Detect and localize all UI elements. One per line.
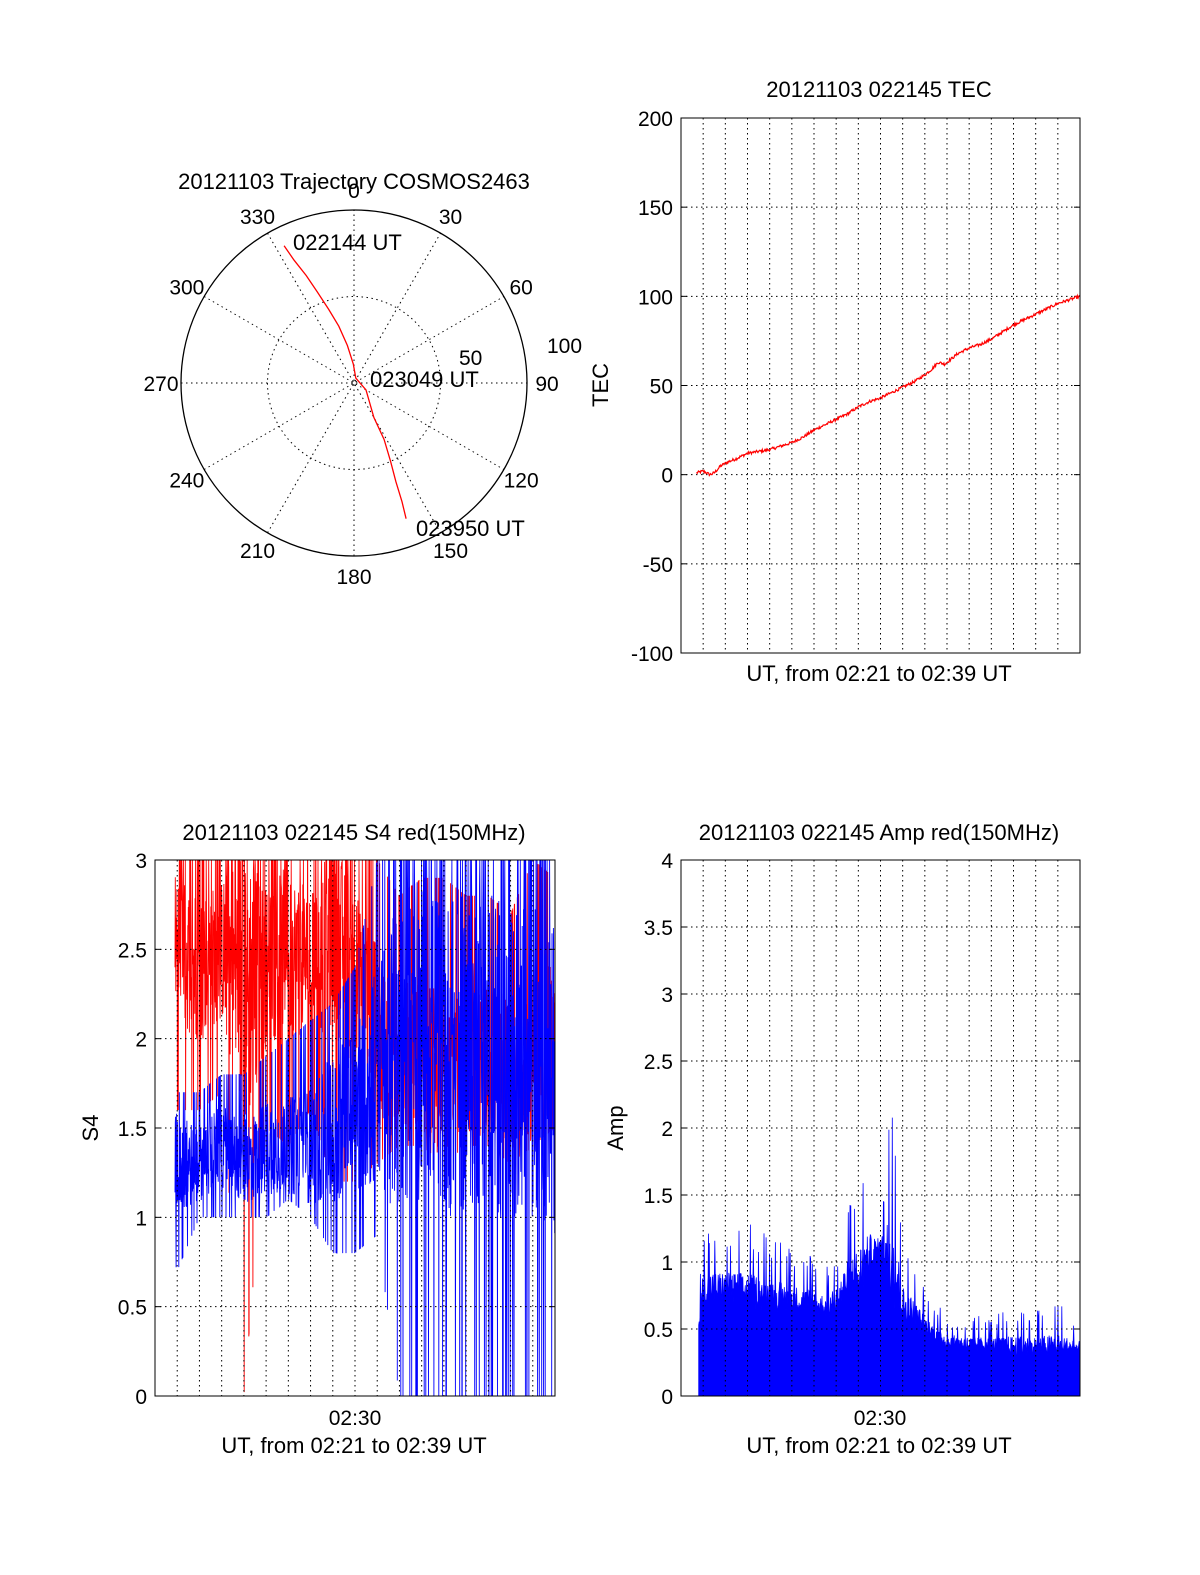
amp-y-label: Amp — [603, 1105, 628, 1150]
trajectory-start-annotation: 022144 UT — [293, 230, 402, 255]
polar-grid — [180, 209, 528, 557]
y-tick-label: 2.5 — [644, 1051, 673, 1074]
y-tick-label: 150 — [638, 197, 673, 220]
trajectory-polar-plot: 20121103 Trajectory COSMOS2463 0 30 60 90 12… — [143, 169, 582, 589]
s4-title: 20121103 022145 S4 red(150MHz) — [182, 820, 525, 845]
y-tick-label: 0.5 — [118, 1297, 147, 1320]
trajectory-series — [283, 245, 407, 519]
s4-frame — [154, 859, 556, 1397]
trajectory-end-annotation: 023950 UT — [416, 516, 525, 541]
polar-angle-labels: 0 30 60 90 120 150 180 210 240 270 300 330 — [143, 180, 558, 589]
y-tick-label: 1.5 — [118, 1118, 147, 1141]
trajectory-mid-annotation: 023049 UT — [370, 367, 479, 392]
y-tick-label: 2 — [661, 1118, 673, 1141]
s4-y-label: S4 — [78, 1115, 103, 1142]
y-tick-label: 200 — [638, 108, 673, 131]
y-tick-label: 0.5 — [644, 1319, 673, 1342]
y-tick-label: 1.5 — [644, 1185, 673, 1208]
y-tick-label: 2.5 — [118, 939, 147, 962]
amp-chart: 20121103 022145 Amp red(150MHz) 0 0.5 1 1.5… — [603, 820, 1081, 1458]
polar-angle-label: 210 — [240, 540, 275, 563]
y-tick-label: 3 — [135, 850, 147, 873]
polar-angle-label: 0 — [348, 180, 360, 203]
y-tick-label: 0 — [661, 465, 673, 488]
s4-series — [174, 859, 556, 1397]
polar-angle-label: 240 — [169, 470, 204, 493]
s4-y-ticks: 0 0.5 1 1.5 2 2.5 3 — [118, 850, 147, 1409]
tec-y-ticks: -100 -50 0 50 100 150 200 — [631, 108, 673, 666]
y-tick-label: -100 — [631, 643, 673, 666]
tec-line — [696, 293, 1081, 477]
polar-angle-label: 150 — [433, 540, 468, 563]
trajectory-title: 20121103 Trajectory COSMOS2463 — [178, 169, 530, 194]
tec-y-label: TEC — [588, 363, 613, 407]
y-tick-label: 3.5 — [644, 917, 673, 940]
polar-radius-label: 50 — [459, 347, 482, 370]
polar-angle-label: 330 — [240, 206, 275, 229]
amp-series — [698, 1117, 1081, 1397]
trajectory-line — [283, 245, 407, 519]
y-tick-label: 3 — [661, 984, 673, 1007]
s4-chart: 20121103 022145 S4 red(150MHz) 0 0.5 1 1.5 2… — [78, 820, 556, 1458]
amp-frame — [680, 859, 1081, 1397]
s4-grid — [155, 859, 555, 1397]
polar-angle-label: 90 — [535, 373, 558, 396]
polar-angle-label: 180 — [336, 566, 371, 589]
amp-grid — [681, 859, 1080, 1397]
y-tick-label: 1 — [661, 1252, 673, 1275]
amp-title: 20121103 022145 Amp red(150MHz) — [699, 820, 1059, 845]
y-tick-label: 4 — [661, 850, 673, 873]
polar-angle-label: 120 — [504, 470, 539, 493]
y-tick-label: 0 — [135, 1386, 147, 1409]
tec-series — [696, 293, 1081, 477]
polar-angle-label: 60 — [509, 277, 532, 300]
y-tick-label: 0 — [661, 1386, 673, 1409]
polar-radius-label: 100 — [547, 335, 582, 358]
s4-blue-line — [174, 859, 556, 1397]
polar-angle-label: 30 — [439, 206, 462, 229]
y-tick-label: 1 — [135, 1207, 147, 1230]
y-tick-label: 2 — [135, 1029, 147, 1052]
tec-chart: 20121103 022145 TEC -100-50050100150200 … — [588, 77, 1081, 686]
s4-x-tick-label: 02:30 — [329, 1407, 382, 1430]
tec-grid — [681, 117, 1080, 654]
amp-bars — [698, 1117, 1081, 1397]
y-tick-label: 50 — [650, 376, 673, 399]
amp-x-label: UT, from 02:21 to 02:39 UT — [746, 1433, 1011, 1458]
amp-x-tick-label: 02:30 — [854, 1407, 907, 1430]
tec-title: 20121103 022145 TEC — [766, 77, 992, 102]
y-tick-label: 100 — [638, 286, 673, 309]
polar-angle-label: 270 — [143, 373, 178, 396]
amp-y-ticks: 0 0.5 1 1.5 2 2.5 3 3.5 4 — [644, 850, 674, 1409]
tec-frame — [680, 117, 1081, 654]
polar-angle-label: 300 — [169, 277, 204, 300]
s4-x-label: UT, from 02:21 to 02:39 UT — [221, 1433, 486, 1458]
polar-radius-labels: 50 100 — [459, 335, 582, 370]
y-tick-label: -50 — [643, 554, 673, 577]
tec-x-label: UT, from 02:21 to 02:39 UT — [746, 661, 1011, 686]
